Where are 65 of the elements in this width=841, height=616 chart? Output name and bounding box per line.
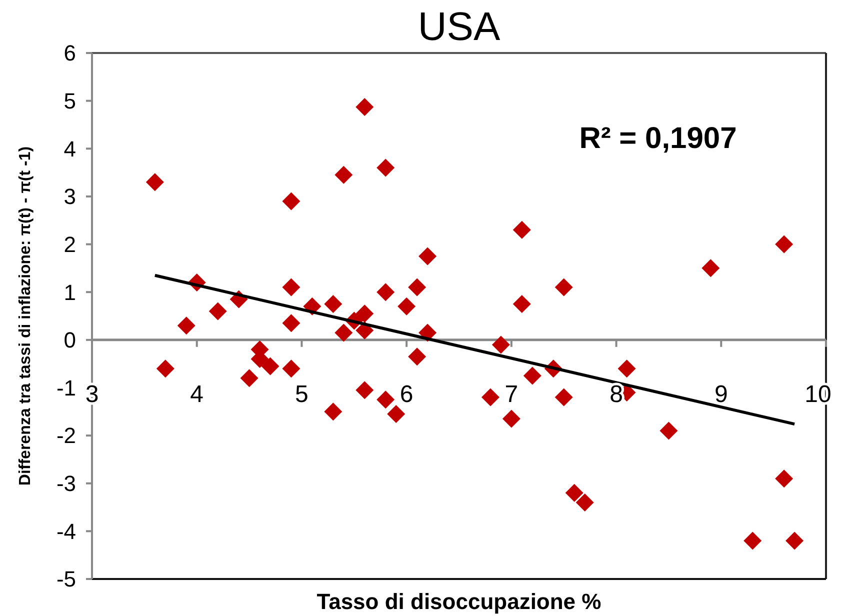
y-tick-label: -3 (56, 471, 76, 496)
point (512, 220, 531, 239)
point (356, 98, 374, 116)
point (324, 295, 342, 314)
point (356, 304, 374, 323)
point (334, 166, 353, 184)
y-tick-label: 0 (64, 328, 76, 353)
y-tick-label: -2 (56, 423, 76, 448)
point (356, 381, 374, 400)
point (282, 314, 300, 332)
y-tick-label: 4 (64, 136, 76, 162)
point (554, 388, 573, 406)
y-tick-label: -5 (56, 566, 76, 592)
point (408, 348, 426, 366)
x-axis-title: Tasso di disoccupazione % (316, 589, 602, 614)
point (240, 369, 258, 388)
x-tick-label: 8 (610, 380, 623, 408)
point (376, 390, 395, 409)
point (418, 247, 437, 266)
point (208, 302, 227, 320)
x-tick-label: 6 (400, 380, 414, 408)
point (376, 158, 395, 177)
point (554, 278, 573, 296)
point (334, 324, 353, 342)
y-tick-label: 6 (64, 40, 76, 66)
point (282, 278, 300, 296)
y-axis-title: Differenza tra tassi di inflazione: π(t) - π(t -1) (17, 146, 34, 486)
point (523, 366, 542, 385)
point (408, 278, 426, 296)
point (786, 532, 804, 550)
point (324, 402, 342, 421)
point (775, 470, 794, 488)
point (282, 192, 300, 210)
y-tick-label: 1 (64, 280, 76, 305)
point (618, 360, 636, 378)
y-tick-label: 3 (64, 184, 76, 210)
x-tick-label: 4 (190, 380, 204, 408)
point (282, 360, 300, 378)
y-tick-label: -4 (56, 518, 76, 544)
y-tick-label: 2 (64, 232, 76, 257)
point (744, 532, 762, 550)
point (502, 410, 520, 428)
x-tick-label: 3 (85, 380, 99, 408)
x-tick-label: 9 (714, 380, 728, 408)
point (492, 336, 510, 354)
point (146, 173, 164, 192)
point (565, 484, 584, 502)
point (387, 405, 406, 424)
point (156, 360, 174, 378)
point (702, 259, 720, 278)
y-tick-label: 5 (64, 88, 76, 114)
point (398, 297, 416, 316)
annotation: R² = 0,1907 (579, 122, 737, 155)
y-tick-label: -1 (56, 375, 76, 400)
x-tick-label: 5 (295, 380, 308, 408)
point (775, 235, 794, 254)
point (376, 283, 395, 302)
point (481, 388, 500, 406)
point (660, 422, 678, 440)
x-tick-label: 7 (504, 380, 518, 408)
point (261, 357, 280, 376)
point (177, 316, 196, 335)
chart-title: USA (418, 5, 500, 49)
point (512, 295, 531, 314)
point (576, 493, 594, 512)
